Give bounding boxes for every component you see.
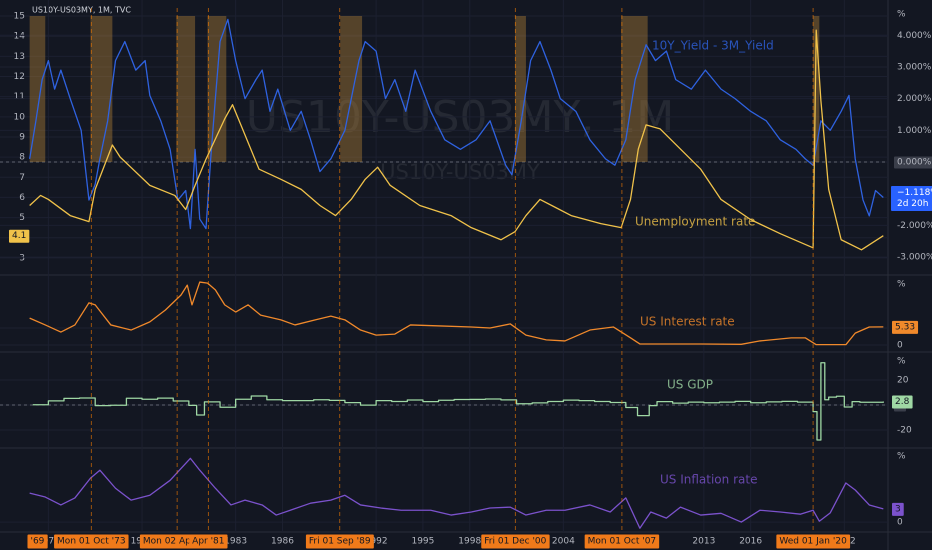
series-name: US GDP [667, 378, 713, 392]
recession-band [813, 16, 820, 163]
series-line [29, 29, 884, 251]
y-tick-label: 5 [19, 213, 25, 223]
watermark-subtitle: US10Y-US03MY [380, 160, 540, 184]
last-value-label: 3 [895, 504, 901, 514]
x-tick-label: 1998 [458, 537, 481, 547]
label-box [892, 395, 913, 409]
recession-band [515, 16, 526, 163]
recession-band [207, 16, 227, 163]
y-tick-label: 11 [14, 92, 25, 102]
x-tick-label: 2004 [552, 537, 575, 547]
y-tick-label: 1.000% [897, 126, 932, 136]
unit-label: % [897, 357, 906, 367]
series-name: 10Y_Yield - 3M_Yield [652, 39, 774, 53]
y-tick-label: 13 [14, 52, 25, 62]
x-tick-label: 1986 [271, 537, 294, 547]
y-tick-label: 8 [19, 153, 25, 163]
recession-band [340, 16, 363, 163]
x-tick-label: 1992 [365, 537, 388, 547]
label-box [776, 534, 851, 549]
marker-label: Mon 01 Oct '07 [588, 537, 657, 547]
last-value-label: 5.33 [895, 322, 915, 332]
marker-label: Mon 02 Apr '79 [143, 537, 212, 547]
series-line [32, 362, 884, 441]
marker-label: Apr '81 [192, 537, 224, 547]
marker-label: Wed 01 Jan '20 [779, 537, 847, 547]
y-tick-label: 4.000% [897, 31, 932, 41]
recession-band [90, 16, 113, 163]
y-tick-label: 2.000% [897, 94, 932, 104]
label-box [584, 534, 660, 549]
x-tick-label: 1995 [411, 537, 434, 547]
marker-label: Fri 01 Dec '00 [484, 537, 546, 547]
series-line [29, 457, 884, 529]
y-tick-label: 14 [14, 32, 26, 42]
label-box [189, 534, 228, 549]
y-tick-label: 9 [19, 132, 25, 142]
y-tick-label: 3.000% [897, 62, 932, 72]
label-box [9, 229, 30, 243]
label-box [27, 534, 48, 549]
recession-band [176, 16, 196, 163]
last-value-label: 2.8 [895, 397, 910, 407]
label-box [305, 534, 374, 549]
marker-label: Mon 01 Oct '73 [57, 537, 126, 547]
last-value-box [891, 185, 932, 211]
label-box [481, 534, 550, 549]
unit-label: % [897, 280, 906, 290]
x-tick-label: 2016 [739, 537, 762, 547]
x-tick-label: 1971 [37, 537, 60, 547]
last-value-label: −1.118% [897, 188, 932, 198]
recession-band [29, 16, 46, 163]
y-tick-label: 3 [19, 253, 25, 263]
series-name: Unemployment rate [635, 215, 755, 229]
series-line [29, 18, 884, 230]
y-tick-label: 12 [14, 72, 25, 82]
label-box [894, 156, 932, 169]
unit-label: % [897, 10, 906, 20]
watermark-title: US10Y-US03MY, 1M [246, 92, 675, 143]
y-tick-label: 6 [19, 193, 25, 203]
x-tick-label: 2013 [692, 537, 715, 547]
y-tick-label: 7 [19, 173, 25, 183]
y-tick-label: -3.000% [897, 253, 932, 263]
y-tick-label: 0 [897, 341, 903, 351]
series-name: US Interest rate [640, 315, 735, 329]
y-tick-label: 0 [897, 518, 903, 528]
countdown-label: 2d 20h [897, 199, 928, 209]
y-tick-label: -20 [897, 426, 912, 436]
x-tick-label: 1983 [224, 537, 247, 547]
unit-label: % [897, 452, 906, 462]
y-tick-label: 15 [14, 12, 25, 22]
y-tick-label: 10 [14, 112, 26, 122]
series-name: US Inflation rate [660, 473, 757, 487]
symbol-header: US10Y-US03MY, 1M, TVC [32, 6, 131, 15]
label-box [892, 502, 904, 516]
y-tick-label: 0.000% [897, 158, 932, 168]
y-tick-label: 20 [897, 376, 909, 386]
label-box [54, 534, 129, 549]
series-line [29, 281, 884, 346]
marker-label: Fri 01 Sep '89 [309, 537, 371, 547]
y-tick-label: -2.000% [897, 221, 932, 231]
last-value-label: 4.1 [12, 231, 26, 241]
label-box [892, 320, 919, 334]
marker-label: '69 [30, 537, 44, 547]
